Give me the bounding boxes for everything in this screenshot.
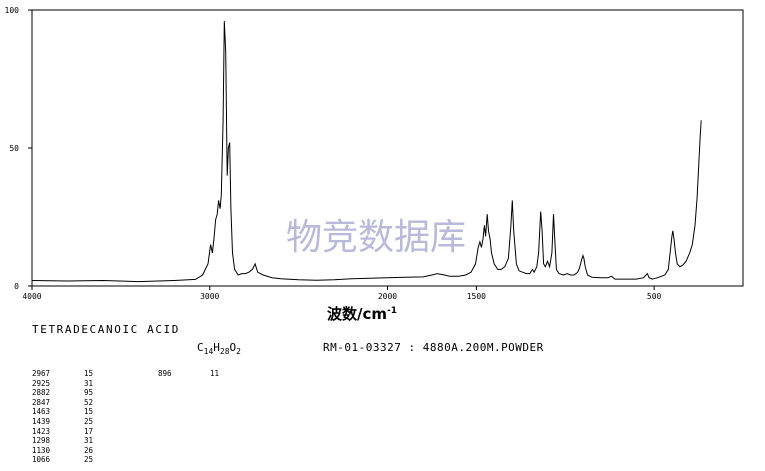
peak-row: 1298 31 <box>32 436 219 446</box>
peak-cell-pos: 2967 <box>32 369 51 378</box>
peak-row: 1463 15 <box>32 407 219 417</box>
x-tick-label: 2000 <box>378 292 397 301</box>
peak-cell-pos2 <box>158 407 210 417</box>
peak-cell-int: 31 <box>84 436 94 446</box>
peak-row: 2925 31 <box>32 379 219 389</box>
raman-spectrum-chart: 物竞数据库 4000 3000 2000 1500 500 0 50 100 波数/cm-1 <box>5 6 744 323</box>
formula-subscript: 28 <box>219 347 230 356</box>
peak-cell-pos: 2882 <box>32 388 51 398</box>
peak-cell-pos: 1130 <box>32 445 51 455</box>
peak-row: 1130 26 <box>32 446 219 456</box>
peak-cell-int: 15 <box>84 369 94 378</box>
peak-row: 2967 15 896 11 <box>32 369 219 379</box>
peak-row: 2847 52 <box>32 398 219 408</box>
peak-cell-int: 15 <box>84 407 94 417</box>
peak-cell-int2 <box>210 436 219 446</box>
peak-cell-int2 <box>210 455 219 465</box>
peak-cell-pos2 <box>158 388 210 398</box>
peak-row: 2882 95 <box>32 388 219 398</box>
peak-cell-pos: 2847 <box>32 397 51 407</box>
peak-cell-int: 25 <box>84 416 94 426</box>
peak-cell-pos: 1463 <box>32 407 51 417</box>
formula-subscript: 14 <box>203 347 214 356</box>
peak-cell-int2 <box>210 379 219 389</box>
peak-cell-int: 95 <box>84 388 94 398</box>
peak-cell-pos2: 896 <box>158 369 172 378</box>
peak-cell-pos2 <box>158 455 210 465</box>
peak-cell-int2 <box>210 427 219 437</box>
peak-cell-int2: 11 <box>210 369 220 378</box>
y-tick-label: 100 <box>5 6 20 15</box>
peak-cell-int2 <box>210 388 219 398</box>
peak-cell-int: 25 <box>84 455 94 465</box>
peak-cell-pos2 <box>158 379 210 389</box>
peak-table: 2967 15 896 11 2925 31 2882 95 2847 52 1463 15 1439 2… <box>32 369 219 465</box>
peak-cell-pos: 1439 <box>32 416 51 426</box>
peak-cell-int: 52 <box>84 397 94 407</box>
peak-cell-int2 <box>210 417 219 427</box>
peak-cell-pos: 2925 <box>32 378 51 388</box>
peak-row: 1439 25 <box>32 417 219 427</box>
peak-cell-int2 <box>210 407 219 417</box>
peak-cell-int: 31 <box>84 378 94 388</box>
x-tick-label: 3000 <box>200 292 219 301</box>
compound-name: TETRADECANOIC ACID <box>32 323 181 336</box>
peak-cell-pos: 1066 <box>32 455 51 465</box>
watermark: 物竞数据库 <box>286 217 466 258</box>
peak-cell-int2 <box>210 398 219 408</box>
y-tick-label: 0 <box>14 282 19 291</box>
x-tick-label: 500 <box>647 292 662 301</box>
peak-cell-pos2 <box>158 427 210 437</box>
peak-cell-pos2 <box>158 436 210 446</box>
peak-row: 1423 17 <box>32 427 219 437</box>
peak-cell-pos: 1298 <box>32 436 51 446</box>
peak-cell-pos2 <box>158 417 210 427</box>
peak-cell-int: 17 <box>84 426 94 436</box>
peak-cell-int2 <box>210 446 219 456</box>
molecular-formula: C14H28O2 <box>197 341 241 356</box>
spectrum-id: RM-01-03327 : 4880A.200M.POWDER <box>323 341 544 354</box>
axis-ticks: 4000 3000 2000 1500 500 0 50 100 <box>5 6 662 301</box>
formula-element: C <box>197 341 204 354</box>
x-tick-label: 1500 <box>467 292 486 301</box>
spectrum-line <box>31 20 702 283</box>
formula-element: O <box>229 341 237 354</box>
x-axis-title: 波数/cm-1 <box>327 305 397 323</box>
peak-cell-pos2 <box>158 446 210 456</box>
peak-cell-pos: 1423 <box>32 426 51 436</box>
peak-row: 1066 25 <box>32 455 219 465</box>
peak-cell-pos2 <box>158 398 210 408</box>
formula-subscript: 2 <box>236 347 241 356</box>
y-tick-label: 50 <box>9 144 19 153</box>
formula-element: H <box>213 341 220 354</box>
peak-cell-int: 26 <box>84 445 94 455</box>
x-tick-label: 4000 <box>22 292 41 301</box>
